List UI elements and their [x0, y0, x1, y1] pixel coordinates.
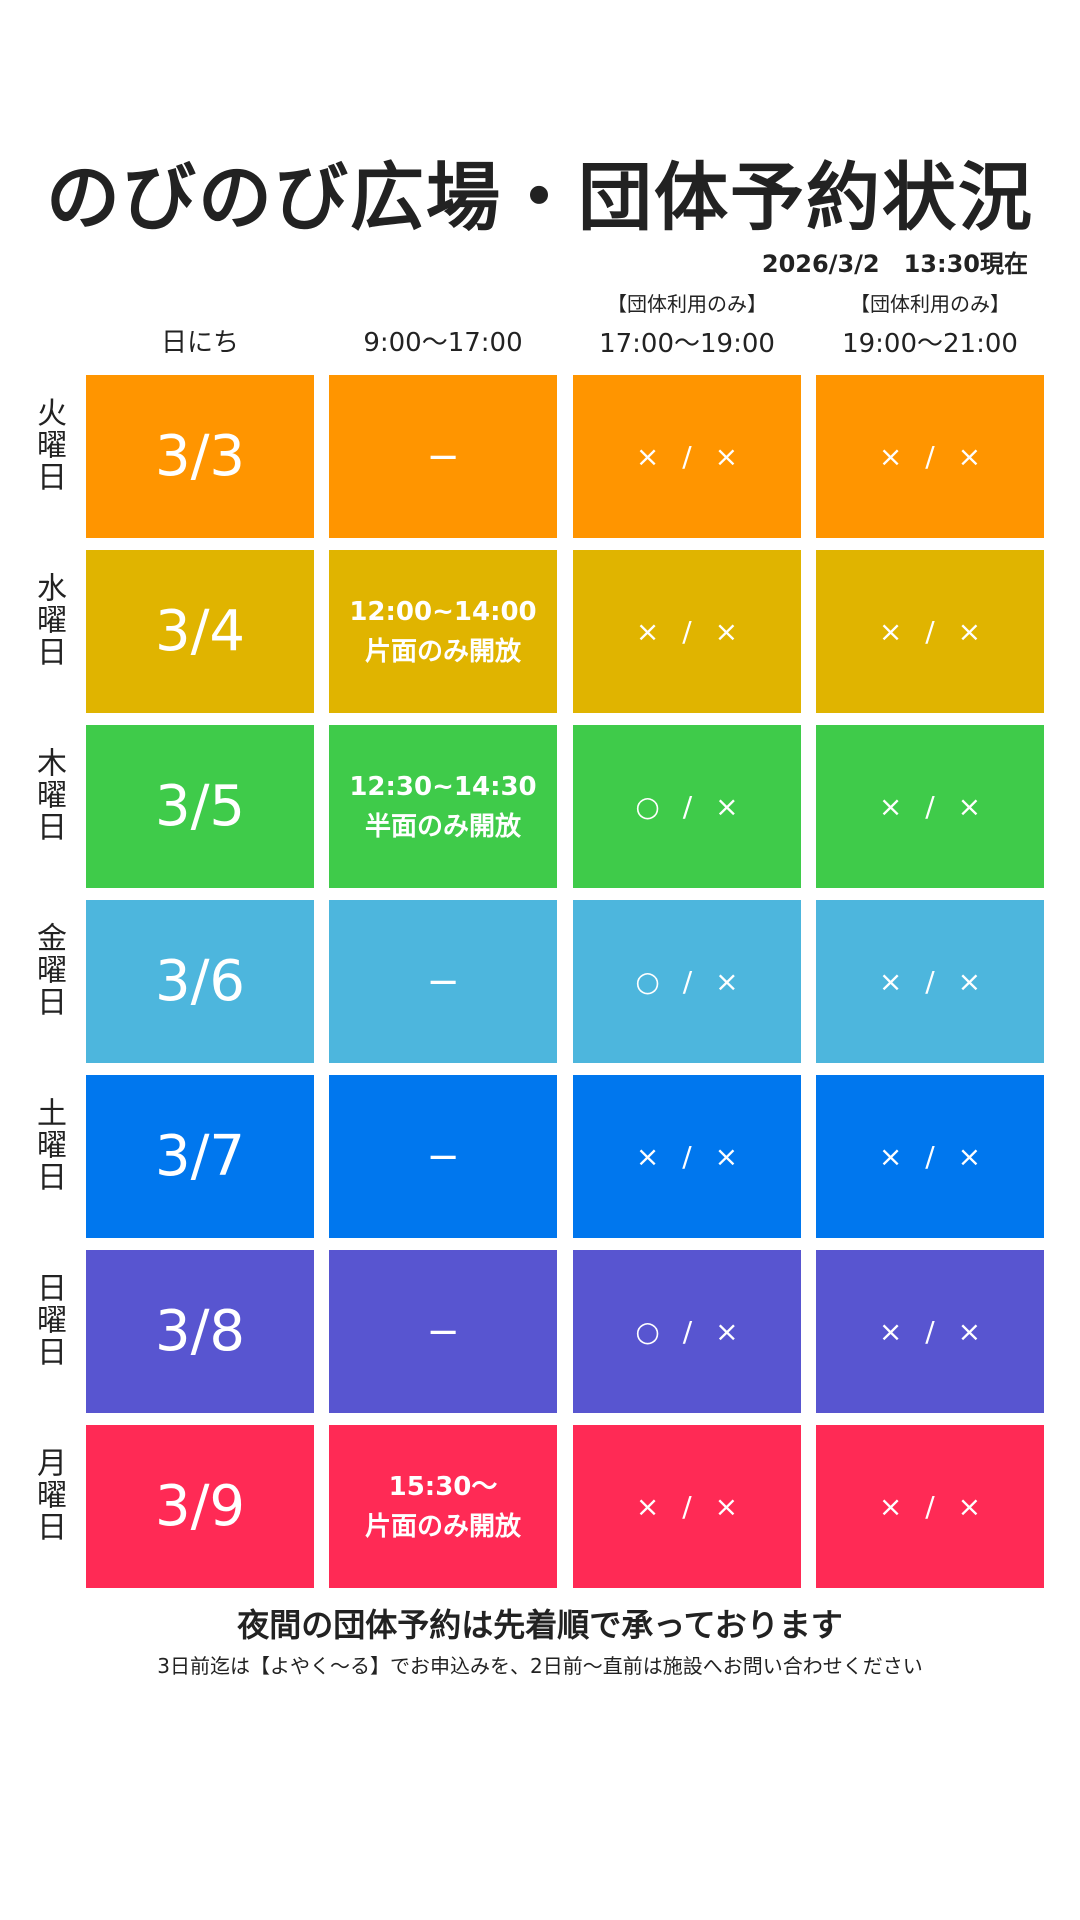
date-cell: 3/4	[86, 550, 314, 713]
date-cell-text: 3/8	[154, 1299, 246, 1364]
date-cell: 3/3	[86, 375, 314, 538]
evening1-cell-text: ○ / ×	[635, 965, 739, 998]
evening2-cell-text: × / ×	[878, 965, 982, 998]
daytime-cell-text: −	[426, 1308, 460, 1355]
weekday-label: 金曜日	[31, 922, 66, 1018]
daytime-cell: −	[329, 1075, 557, 1238]
weekday-label: 日曜日	[31, 1272, 66, 1368]
evening2-cell: × / ×	[816, 900, 1044, 1063]
evening2-cell-text: × / ×	[878, 615, 982, 648]
evening1-cell: × / ×	[573, 550, 801, 713]
evening2-cell-text: × / ×	[878, 1490, 982, 1523]
evening2-cell-text: × / ×	[878, 1140, 982, 1173]
daytime-cell: 12:30~14:30 半面のみ開放	[329, 725, 557, 888]
daytime-cell-text: 15:30〜 片面のみ開放	[364, 1471, 521, 1542]
column-header-label: 日にち	[160, 328, 239, 358]
daytime-cell: 12:00~14:00 片面のみ開放	[329, 550, 557, 713]
column-header: 9:00〜17:00	[329, 322, 557, 359]
date-cell-text: 3/7	[154, 1124, 246, 1189]
date-cell: 3/8	[86, 1250, 314, 1413]
evening1-cell: × / ×	[573, 1075, 801, 1238]
evening1-cell-text: × / ×	[635, 1140, 739, 1173]
column-header-note: 【団体利用のみ】	[850, 292, 1010, 316]
weekday-label: 水曜日	[31, 572, 66, 668]
evening1-cell-text: × / ×	[635, 440, 739, 473]
date-cell: 3/7	[86, 1075, 314, 1238]
daytime-cell-text: −	[426, 1133, 460, 1180]
weekday-label: 木曜日	[31, 747, 66, 843]
weekday-label: 土曜日	[31, 1097, 66, 1193]
evening2-cell: × / ×	[816, 550, 1044, 713]
daytime-cell-text: −	[426, 433, 460, 480]
evening1-cell-text: ○ / ×	[635, 790, 739, 823]
evening1-cell: ○ / ×	[573, 900, 801, 1063]
daytime-cell-text: 12:00~14:00 片面のみ開放	[349, 596, 537, 667]
column-header-label: 19:00〜21:00	[842, 329, 1018, 359]
daytime-cell: −	[329, 900, 557, 1063]
daytime-cell: −	[329, 1250, 557, 1413]
daytime-cell: 15:30〜 片面のみ開放	[329, 1425, 557, 1588]
daytime-cell: −	[329, 375, 557, 538]
date-cell-text: 3/5	[154, 774, 246, 839]
date-cell-text: 3/9	[154, 1474, 246, 1539]
footer-notice: 夜間の団体予約は先着順で承っております	[237, 1606, 843, 1644]
evening2-cell: × / ×	[816, 725, 1044, 888]
date-cell: 3/6	[86, 900, 314, 1063]
evening2-cell-text: × / ×	[878, 790, 982, 823]
column-header-note: 【団体利用のみ】	[607, 292, 767, 316]
footer-instructions: 3日前迄は【よやく〜る】でお申込みを、2日前〜直前は施設へお問い合わせください	[157, 1654, 923, 1678]
column-header: 日にち	[86, 322, 314, 359]
date-cell: 3/5	[86, 725, 314, 888]
column-header: 【団体利用のみ】 17:00〜19:00	[573, 288, 801, 360]
evening1-cell: ○ / ×	[573, 1250, 801, 1413]
page-title: のびのび広場・団体予約状況	[46, 155, 1034, 241]
evening2-cell-text: × / ×	[878, 440, 982, 473]
date-cell: 3/9	[86, 1425, 314, 1588]
evening1-cell: × / ×	[573, 1425, 801, 1588]
date-cell-text: 3/4	[154, 599, 246, 664]
evening2-cell: × / ×	[816, 1075, 1044, 1238]
weekday-label: 火曜日	[31, 397, 66, 493]
evening2-cell: × / ×	[816, 375, 1044, 538]
evening1-cell-text: ○ / ×	[635, 1315, 739, 1348]
daytime-cell-text: −	[426, 958, 460, 1005]
daytime-cell-text: 12:30~14:30 半面のみ開放	[349, 771, 537, 842]
evening2-cell: × / ×	[816, 1425, 1044, 1588]
date-cell-text: 3/3	[154, 424, 246, 489]
column-header: 【団体利用のみ】 19:00〜21:00	[816, 288, 1044, 360]
evening2-cell-text: × / ×	[878, 1315, 982, 1348]
column-header-label: 9:00〜17:00	[363, 328, 523, 358]
date-cell-text: 3/6	[154, 949, 246, 1014]
updated-timestamp: 2026/3/2 13:30現在	[761, 250, 1028, 278]
column-header-label: 17:00〜19:00	[599, 329, 775, 359]
evening1-cell-text: × / ×	[635, 1490, 739, 1523]
evening1-cell: × / ×	[573, 375, 801, 538]
weekday-label: 月曜日	[31, 1447, 66, 1543]
evening2-cell: × / ×	[816, 1250, 1044, 1413]
evening1-cell: ○ / ×	[573, 725, 801, 888]
evening1-cell-text: × / ×	[635, 615, 739, 648]
